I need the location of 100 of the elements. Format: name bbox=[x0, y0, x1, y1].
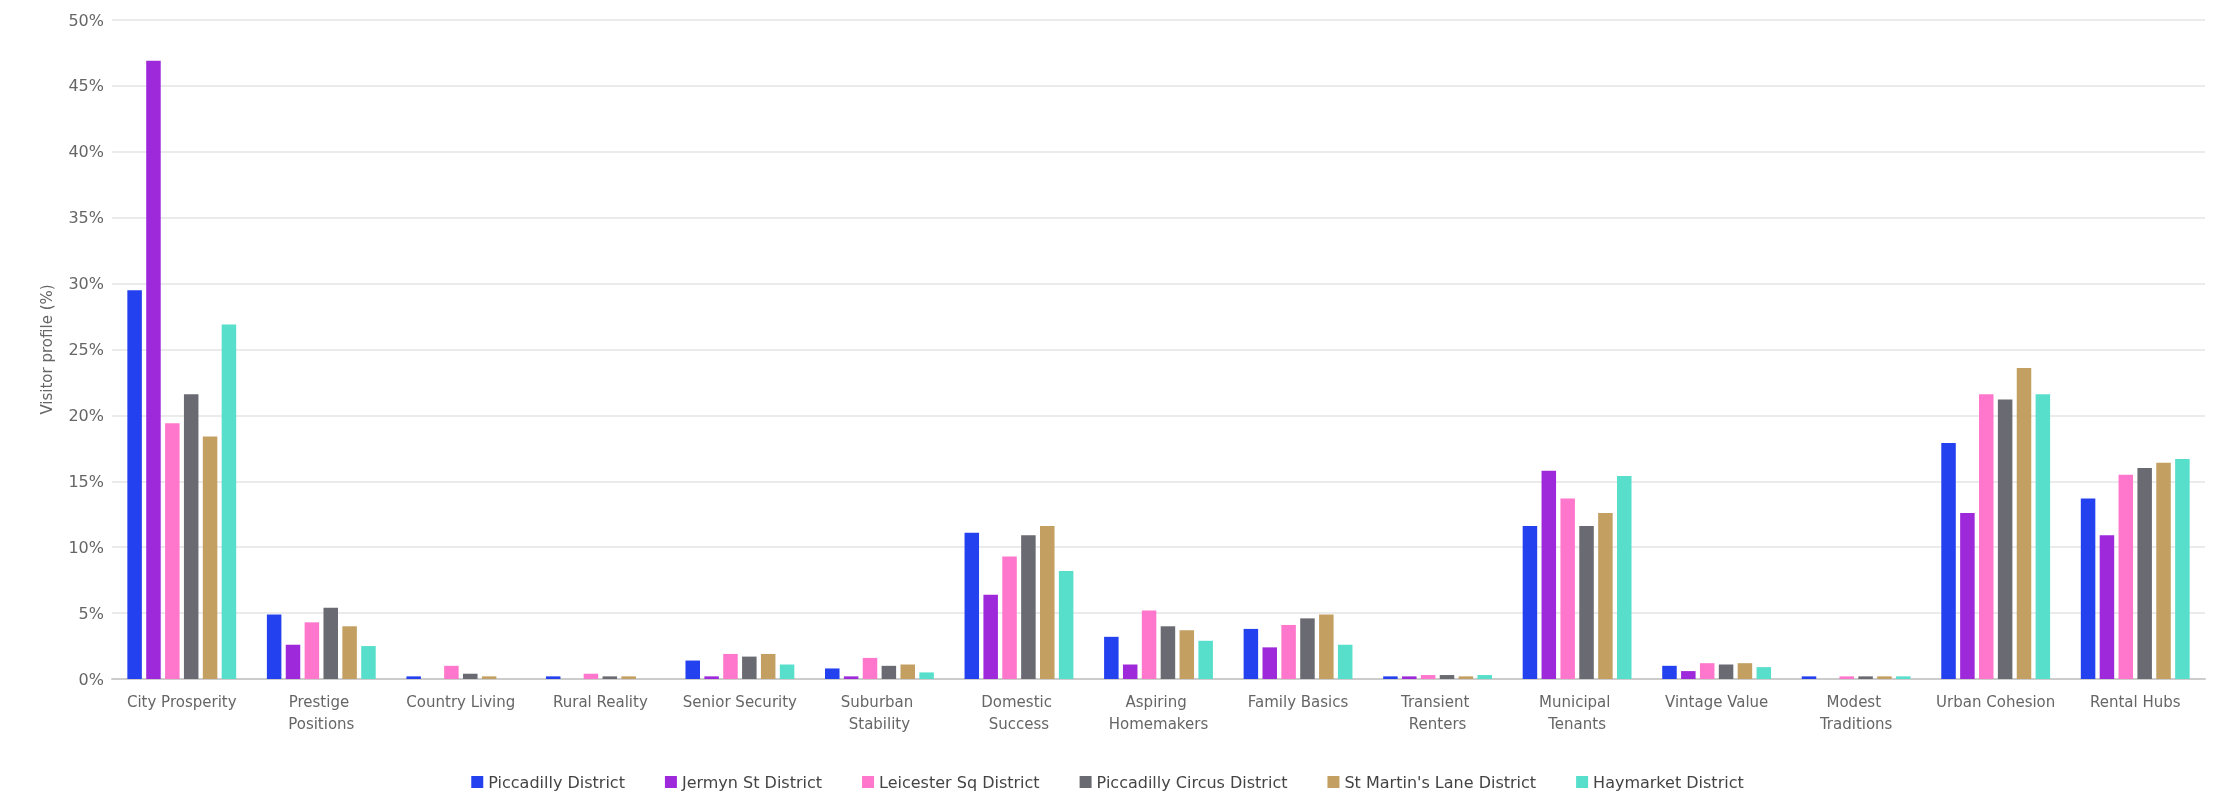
bar bbox=[1458, 676, 1474, 679]
bar bbox=[202, 436, 218, 679]
bar bbox=[742, 656, 757, 679]
y-tick-label: 35% bbox=[68, 208, 104, 228]
bar bbox=[1439, 675, 1455, 679]
x-tick-label: Prestige Positions bbox=[288, 693, 355, 733]
bar bbox=[304, 622, 320, 679]
bar bbox=[1243, 628, 1259, 679]
legend-label: Piccadilly Circus District bbox=[1096, 772, 1288, 792]
bar bbox=[1300, 618, 1315, 679]
y-axis-title: Visitor profile (%) bbox=[37, 284, 56, 415]
bar bbox=[1579, 526, 1594, 679]
bar bbox=[1141, 610, 1157, 679]
bar bbox=[146, 60, 161, 679]
bar bbox=[900, 664, 915, 679]
bar bbox=[1997, 399, 2013, 679]
x-tick-label: Domestic Success bbox=[981, 693, 1057, 733]
bar bbox=[266, 614, 282, 679]
bar bbox=[481, 676, 497, 679]
x-tick-label: Municipal Tenants bbox=[1539, 693, 1616, 733]
bar bbox=[2035, 394, 2051, 679]
x-tick-label: Rental Hubs bbox=[2089, 693, 2181, 711]
bar bbox=[1681, 671, 1696, 679]
bar bbox=[1281, 624, 1296, 679]
y-tick-label: 0% bbox=[78, 669, 104, 689]
bar bbox=[1662, 665, 1677, 679]
bar bbox=[685, 660, 700, 679]
y-tick-label: 15% bbox=[68, 471, 104, 491]
bar bbox=[2156, 462, 2171, 679]
bar bbox=[361, 646, 376, 679]
bar bbox=[621, 676, 636, 679]
bar bbox=[1383, 676, 1398, 679]
bar bbox=[1699, 663, 1715, 679]
bar bbox=[1337, 644, 1353, 679]
bar bbox=[1002, 556, 1017, 679]
bar bbox=[183, 394, 199, 679]
x-tick-label: Aspiring Homemakers bbox=[1108, 693, 1209, 733]
bar bbox=[1858, 676, 1873, 679]
x-tick-label: Family Basics bbox=[1247, 693, 1349, 711]
bar bbox=[843, 676, 859, 679]
legend-label: Leicester Sq District bbox=[879, 772, 1040, 792]
x-tick-label: Senior Security bbox=[682, 693, 798, 711]
bar bbox=[760, 653, 776, 679]
x-tick-label: Urban Cohesion bbox=[1936, 693, 2056, 711]
bar bbox=[285, 644, 301, 679]
legend-label: Haymarket District bbox=[1593, 772, 1744, 792]
x-tick-label: Country Living bbox=[406, 693, 516, 711]
y-tick-label: 30% bbox=[68, 274, 104, 294]
bar bbox=[1541, 470, 1557, 679]
bar bbox=[1477, 675, 1492, 679]
bar bbox=[1598, 512, 1613, 679]
bar bbox=[2016, 367, 2032, 679]
bar bbox=[1941, 443, 1956, 679]
bar bbox=[127, 290, 142, 679]
legend-label: St Martin's Lane District bbox=[1344, 772, 1537, 792]
bar bbox=[1402, 676, 1417, 679]
bar bbox=[1560, 498, 1575, 679]
bar bbox=[221, 324, 237, 679]
y-tick-label: 45% bbox=[68, 76, 104, 96]
x-tick-label: Modest Traditions bbox=[1818, 693, 1893, 733]
bar bbox=[1522, 526, 1538, 679]
bar bbox=[342, 626, 357, 679]
bar bbox=[1801, 676, 1817, 679]
y-tick-label: 10% bbox=[68, 537, 104, 557]
bar bbox=[323, 607, 338, 679]
bar bbox=[2099, 535, 2115, 679]
bar bbox=[406, 676, 421, 679]
legend-label: Jermyn St District bbox=[680, 772, 823, 792]
bar bbox=[1262, 647, 1277, 679]
bar bbox=[1040, 526, 1055, 679]
bar bbox=[2175, 458, 2190, 679]
bar bbox=[1960, 512, 1975, 679]
x-tick-label: Transient Renters bbox=[1399, 693, 1475, 733]
bar bbox=[1896, 676, 1911, 679]
bar bbox=[602, 676, 618, 679]
y-tick-label: 5% bbox=[78, 603, 104, 623]
bar bbox=[1058, 570, 1074, 679]
bar bbox=[825, 668, 840, 679]
bar bbox=[1839, 676, 1854, 679]
bar bbox=[1021, 535, 1036, 679]
bar bbox=[704, 676, 719, 679]
bar bbox=[1420, 675, 1436, 679]
bar bbox=[545, 676, 561, 679]
bar bbox=[165, 423, 180, 679]
bar bbox=[723, 653, 738, 679]
legend-label: Piccadilly District bbox=[488, 772, 625, 792]
bar bbox=[1877, 676, 1892, 679]
bar bbox=[862, 657, 878, 679]
y-tick-label: 50% bbox=[68, 10, 104, 30]
bar bbox=[1737, 663, 1753, 679]
bar bbox=[1179, 630, 1195, 679]
y-tick-label: 25% bbox=[68, 340, 104, 359]
bar bbox=[444, 665, 459, 679]
bar bbox=[964, 532, 980, 679]
x-tick-label: Vintage Value bbox=[1664, 693, 1769, 711]
bar bbox=[463, 673, 478, 679]
bar bbox=[583, 673, 599, 679]
bar bbox=[919, 672, 934, 679]
bar bbox=[1319, 614, 1334, 679]
x-tick-label: Suburban Stability bbox=[840, 693, 919, 733]
